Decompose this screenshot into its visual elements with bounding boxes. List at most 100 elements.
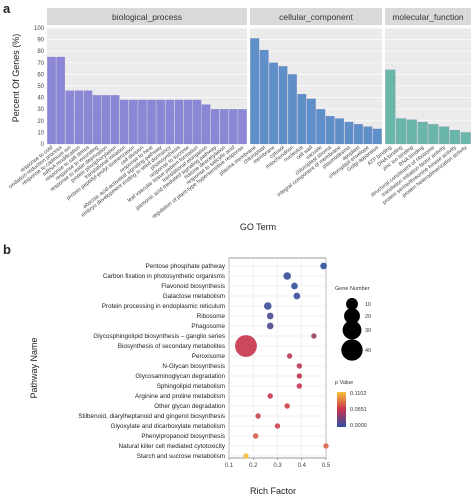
bar xyxy=(101,95,111,145)
bar xyxy=(278,66,288,145)
pathway-label: Glycosphingolipid biosynthesis – ganglio… xyxy=(93,333,225,340)
bubble-grid xyxy=(228,258,327,458)
bubble-point xyxy=(266,312,274,320)
bubble-y-axis-title: Pathway Name xyxy=(29,337,39,398)
bar xyxy=(201,104,211,145)
size-legend-dot xyxy=(346,298,358,310)
bar xyxy=(147,99,156,145)
bar xyxy=(210,109,220,145)
panel-b-label: b xyxy=(3,242,11,257)
bar xyxy=(250,38,260,145)
pathway-label: Glyoxylate and dicarboxylate metabolism xyxy=(111,423,225,430)
pathway-label: N-Glycan biosynthesis xyxy=(162,363,225,370)
bubble-point xyxy=(291,282,298,290)
size-legend-label: 30 xyxy=(365,328,371,334)
bar xyxy=(297,94,307,145)
bubble-x-ticks: 0.1 0.2 0.3 0.4 0.5 xyxy=(225,458,331,469)
bubble-points xyxy=(235,262,329,459)
bar xyxy=(229,109,238,145)
bar xyxy=(219,109,229,145)
x-tick-label: 0.3 xyxy=(273,463,282,469)
bar xyxy=(449,129,460,145)
y-tick-label: 80 xyxy=(37,49,44,55)
bar xyxy=(287,74,297,145)
x-tick-label: 0.5 xyxy=(322,463,331,469)
bar xyxy=(460,132,471,145)
bubble-point xyxy=(264,302,272,310)
go-y-axis-title: Percent Of Genes (%) xyxy=(11,34,21,123)
color-legend-title: p Value xyxy=(335,380,353,386)
y-tick-label: 70 xyxy=(37,61,44,67)
bar xyxy=(56,56,65,145)
bar xyxy=(353,124,363,145)
pathway-label: Peroxisome xyxy=(192,353,226,360)
pathway-label: Other glycan degradation xyxy=(154,403,225,410)
color-legend-labels: 0.1102 0.0551 0.0000 xyxy=(350,391,367,429)
pathway-label: Glycosaminoglycan degradation xyxy=(135,373,225,380)
panel-a-label: a xyxy=(3,1,11,16)
bar xyxy=(406,119,417,145)
color-legend: p Value 0.1102 0.0551 0.0000 xyxy=(335,380,367,429)
bar xyxy=(74,90,84,145)
bar xyxy=(325,116,335,145)
bar xyxy=(192,99,202,145)
bubble-point xyxy=(235,335,257,357)
facet-strip-label: molecular_function xyxy=(392,12,464,22)
facet-strip xyxy=(250,8,382,25)
x-tick-label: 0.4 xyxy=(298,463,307,469)
bar xyxy=(372,128,382,145)
bubble-point xyxy=(266,322,274,330)
bar xyxy=(428,124,439,145)
pathway-label: Biosynthesis of secondary metabolites xyxy=(118,343,225,350)
bubble-point xyxy=(323,443,329,449)
bar xyxy=(259,49,269,145)
bubble-point xyxy=(286,353,293,359)
go-y-ticks: 0 10 20 30 40 50 60 70 80 90 100 xyxy=(34,26,45,148)
bar xyxy=(83,90,93,145)
facet-strip-label: cellular_component xyxy=(279,12,353,22)
size-legend-label: 10 xyxy=(365,302,371,308)
bar xyxy=(316,109,326,145)
bubble-point xyxy=(274,423,281,429)
size-legend-label: 40 xyxy=(365,348,371,354)
y-tick-label: 60 xyxy=(37,72,44,78)
kegg-bubble-chart: b Pentose phosphate pathway Carbon fixati… xyxy=(3,242,371,496)
bubble-point xyxy=(284,403,290,409)
size-legend-dot xyxy=(342,320,362,340)
y-tick-label: 0 xyxy=(41,142,45,148)
bar xyxy=(129,99,138,145)
bar xyxy=(396,118,407,145)
bubble-point xyxy=(311,333,317,339)
size-legend-title: Gene Number xyxy=(335,286,370,292)
color-legend-label: 0.0000 xyxy=(350,423,367,429)
pathway-label: Flavonoid biosynthesis xyxy=(161,283,225,290)
bubble-point xyxy=(296,383,303,389)
bubble-point xyxy=(296,373,303,379)
pathway-label: Phagosome xyxy=(191,323,225,330)
pathway-label: Arginine and proline metabolism xyxy=(135,393,225,400)
facet-strip xyxy=(385,8,471,25)
bubble-point xyxy=(283,272,291,280)
y-tick-label: 50 xyxy=(37,84,44,90)
color-legend-label: 0.1102 xyxy=(350,391,366,397)
size-legend-label: 20 xyxy=(365,314,371,320)
y-tick-label: 90 xyxy=(37,38,44,44)
bar xyxy=(238,109,247,145)
bar xyxy=(363,126,373,145)
bar xyxy=(165,99,175,145)
color-legend-bar xyxy=(337,392,346,427)
bubble-x-axis-title: Rich Factor xyxy=(250,486,296,496)
bar xyxy=(439,126,450,145)
pathway-label: Protein processing in endoplasmic reticu… xyxy=(102,303,225,310)
pathway-label: Natural killer cell mediated cytotoxicit… xyxy=(119,443,226,450)
bubble-point xyxy=(252,433,259,439)
y-tick-label: 40 xyxy=(37,96,44,102)
pathway-label: Phenylpropanoid biosynthesis xyxy=(141,433,225,440)
pathway-label: Starch and sucrose metabolism xyxy=(137,453,225,460)
bar xyxy=(156,99,165,145)
size-legend-dot xyxy=(341,339,363,361)
